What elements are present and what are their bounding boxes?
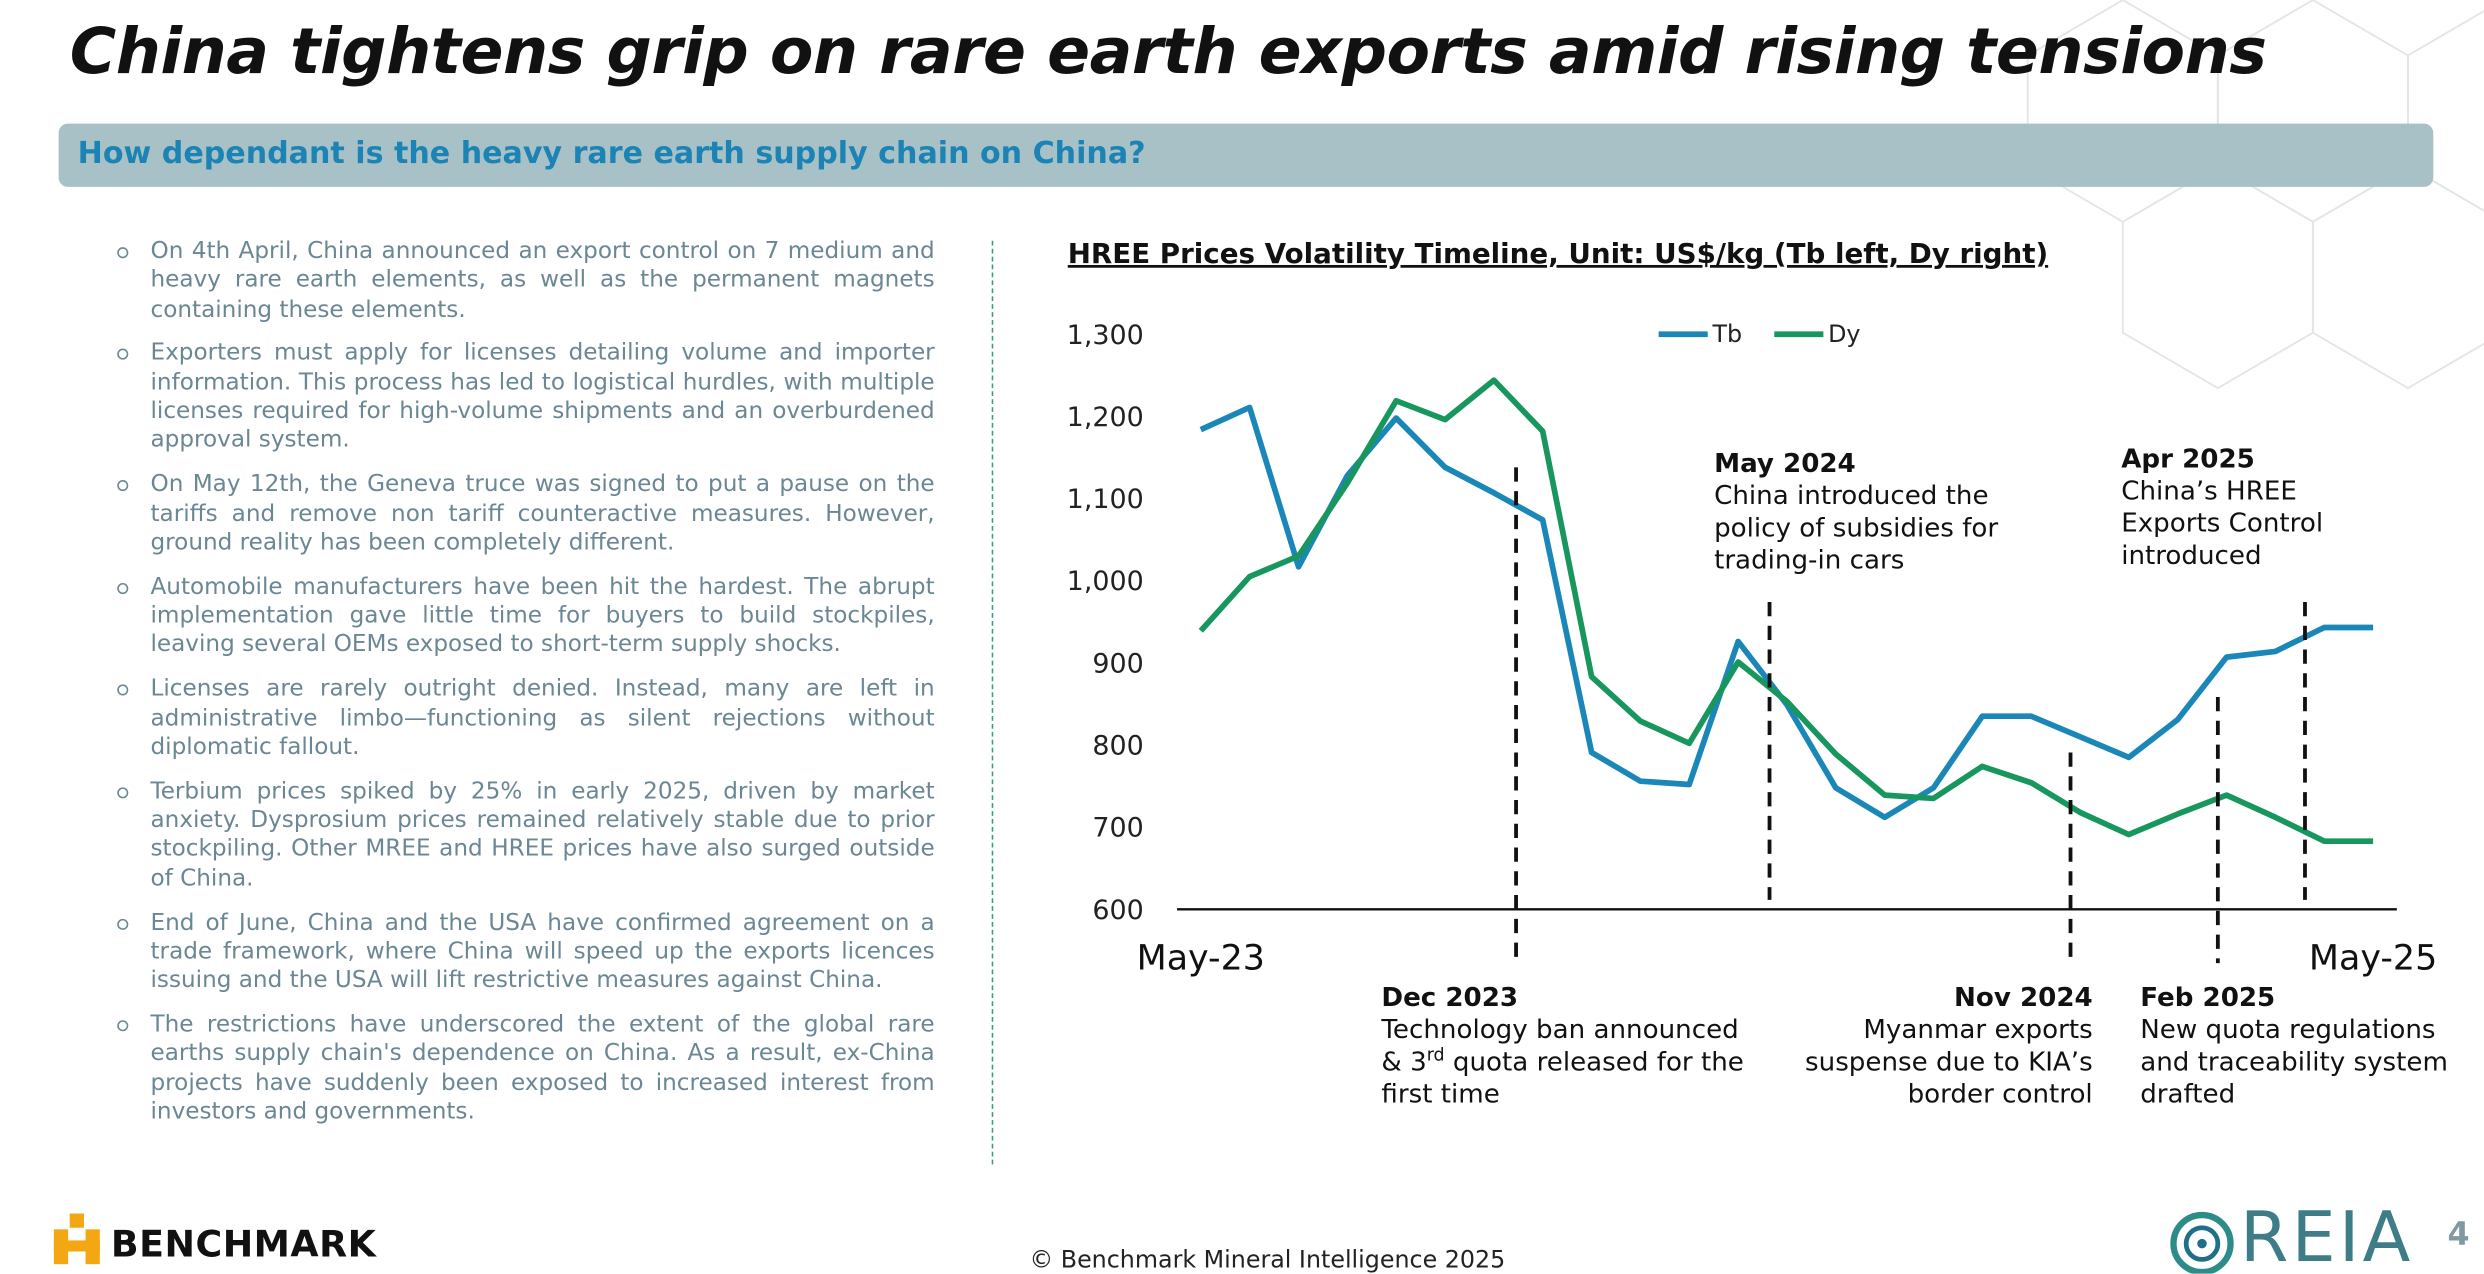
x-tick-label: May-23 <box>1137 939 1265 979</box>
bullet: On 4th April, China announced an export … <box>117 238 935 325</box>
bullet: Terbium prices spiked by 25% in early 20… <box>117 777 935 893</box>
y-tick-label: 700 <box>1092 813 1143 844</box>
title: China tightens grip on rare earth export… <box>69 15 2267 89</box>
x-tick-label: May-25 <box>2309 939 2437 979</box>
annotation-title: Feb 2025 <box>2140 983 2275 1013</box>
page-number: 4 <box>2447 1215 2470 1254</box>
bullet: The restrictions have underscored the ex… <box>117 1011 935 1127</box>
reia-icon <box>2170 1211 2234 1274</box>
annotation-title: Apr 2025 <box>2121 444 2255 474</box>
bullet-list: On 4th April, China announced an export … <box>117 238 935 1142</box>
annotation-text-part: & 3 <box>1381 1047 1426 1077</box>
y-tick-label: 900 <box>1092 648 1143 679</box>
series-line <box>1198 377 2374 845</box>
y-tick-label: 1,000 <box>1067 566 1144 597</box>
y-tick-label: 600 <box>1092 895 1143 926</box>
annotation-text: China’s HREE <box>2121 476 2297 506</box>
annotation-text: drafted <box>2140 1079 2235 1109</box>
subtitle: How dependant is the heavy rare earth su… <box>77 136 1146 172</box>
subtitle-bar: How dependant is the heavy rare earth su… <box>58 123 2434 187</box>
annotation-text: border control <box>1908 1079 2093 1109</box>
annotation-text: China introduced the <box>1714 481 1988 511</box>
annotation-title: Nov 2024 <box>1954 983 2093 1013</box>
annotation-text: trading-in cars <box>1714 546 1904 576</box>
annotation-title: Dec 2023 <box>1381 983 1518 1013</box>
annotation-text: & 3rd quota released for the <box>1381 1045 1743 1077</box>
chart-title: HREE Prices Volatility Timeline, Unit: U… <box>1068 237 2048 270</box>
annotation-text: Myanmar exports <box>1863 1015 2092 1045</box>
y-tick-label: 1,200 <box>1067 402 1144 433</box>
annotation-text: introduced <box>2121 541 2261 571</box>
annotation-text: first time <box>1381 1079 1499 1109</box>
copyright: © Benchmark Mineral Intelligence 2025 <box>1029 1245 1506 1274</box>
bullet: On May 12th, the Geneva truce was signed… <box>117 471 935 558</box>
annotation-text-part: rd <box>1427 1045 1445 1065</box>
legend-label: Dy <box>1828 320 1860 348</box>
annotation-text: policy of subsidies for <box>1714 513 1998 543</box>
y-tick-label: 1,100 <box>1067 484 1144 515</box>
y-tick-label: 800 <box>1092 731 1143 762</box>
bullet: Exporters must apply for licenses detail… <box>117 340 935 456</box>
bullet: Automobile manufacturers have been hit t… <box>117 573 935 660</box>
legend-label: Tb <box>1711 320 1742 348</box>
annotation-title: May 2024 <box>1714 449 1856 479</box>
annotation-text-part: quota released for the <box>1445 1047 1744 1077</box>
bullet: End of June, China and the USA have conf… <box>117 909 935 996</box>
annotation-text: Exports Control <box>2121 509 2323 539</box>
annotation-text: Technology ban announced <box>1380 1015 1738 1045</box>
y-tick-label: 1,300 <box>1067 320 1144 351</box>
logo-left: BENCHMARK <box>110 1224 377 1266</box>
logo-right: REIA <box>2240 1197 2414 1274</box>
benchmark-icon <box>53 1213 100 1265</box>
annotation-text: suspense due to KIA’s <box>1805 1047 2093 1077</box>
separator <box>991 240 994 1165</box>
annotation-text: and traceability system <box>2140 1047 2448 1077</box>
annotation-text: New quota regulations <box>2140 1015 2435 1045</box>
bullet: Licenses are rarely outright denied. Ins… <box>117 675 935 762</box>
